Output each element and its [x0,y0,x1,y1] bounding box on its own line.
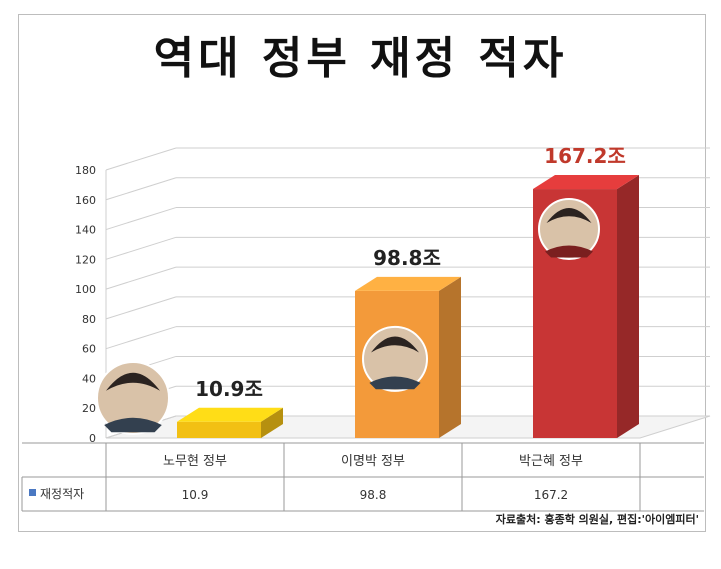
data-label: 167.2조 [544,144,626,168]
y-tick-label: 20 [82,402,96,415]
bar-side [261,407,283,438]
y-tick-label: 120 [75,253,96,266]
source-note: 자료출처: 홍종학 의원실, 편집:'아이엠피터' [495,513,699,526]
y-tick-label: 100 [75,283,96,296]
portrait-photo [96,361,170,435]
portrait-shoulders [104,417,162,433]
bar-top [533,175,639,190]
table-value: 10.9 [182,488,209,502]
bar-top [355,276,461,291]
table-value: 167.2 [534,488,568,502]
gridline-side [105,326,177,350]
y-tick-label: 40 [82,372,96,385]
x-tick-label: 박근혜 정부 [519,454,583,469]
table-value: 98.8 [360,488,387,502]
bar-front [177,421,261,438]
portrait-shoulders [369,376,421,390]
bar-side [617,175,639,438]
gridline-side [105,207,177,231]
legend-label: 재정적자 [40,487,84,501]
y-tick-label: 160 [75,194,96,207]
portrait-hair [106,372,160,391]
data-label: 10.9조 [195,377,263,401]
y-tick-label: 60 [82,343,96,356]
portrait-hair [546,208,592,224]
data-label: 98.8조 [373,246,441,270]
gridline-side [105,236,177,260]
gridline-side [105,177,177,201]
portrait-shoulders [545,245,593,258]
legend-marker [29,489,36,496]
chart-title: 역대 정부 재정 적자 [153,33,568,84]
y-tick-label: 80 [82,313,96,326]
portrait-hair [371,336,419,353]
portrait-photo [538,198,600,261]
gridline-side [105,147,177,171]
x-tick-label: 노무현 정부 [163,454,227,469]
y-tick-label: 180 [75,164,96,177]
y-tick-label: 140 [75,224,96,237]
bar-side [439,276,461,438]
x-tick-label: 이명박 정부 [341,454,405,469]
gridline-side [105,296,177,320]
portrait-photo [362,325,428,392]
bar-top [177,407,283,422]
gridline-side [105,266,177,290]
y-tick-label: 0 [89,432,96,445]
